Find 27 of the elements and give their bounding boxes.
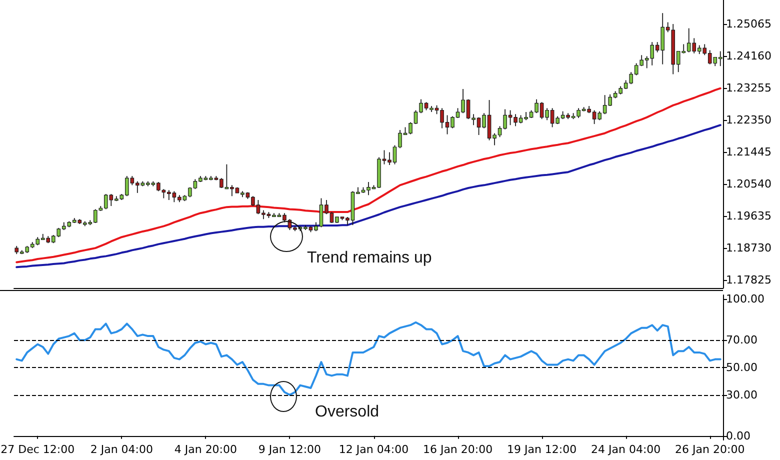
y-tick-label: 1.19635 <box>726 210 772 223</box>
x-tick-label: 4 Jan 20:00 <box>174 443 238 456</box>
y-tick-label: 1.18730 <box>726 242 772 255</box>
x-tick-label: 24 Jan 04:00 <box>591 443 661 456</box>
y-tick-label: 1.17825 <box>726 274 772 287</box>
x-tick-label: 19 Jan 12:00 <box>506 443 577 456</box>
x-tick-label: 26 Jan 20:00 <box>675 443 745 456</box>
x-tick-label: 27 Dec 12:00 <box>0 443 75 456</box>
line-series <box>16 124 722 268</box>
annotation: Oversold <box>315 404 380 420</box>
x-tick-label: 12 Jan 04:00 <box>338 443 409 456</box>
y-tick-label: 1.21445 <box>726 146 772 159</box>
line-series <box>16 321 722 396</box>
annotation: Trend remains up <box>307 250 432 266</box>
y-tick-label: 100.00 <box>726 292 764 306</box>
x-tick-label: 16 Jan 20:00 <box>422 443 493 456</box>
x-tick-label: 9 Jan 12:00 <box>258 443 322 456</box>
y-tick-label: 1.20540 <box>726 178 772 191</box>
y-tick-label: 1.22350 <box>726 114 772 127</box>
y-tick-label: 1.23255 <box>726 82 772 95</box>
y-tick-label: 1.24160 <box>726 50 772 63</box>
y-tick-label: 30.00 <box>726 388 758 402</box>
y-tick-label: 50.00 <box>726 361 758 374</box>
y-tick-label: 70.00 <box>726 334 758 347</box>
x-tick-label: 2 Jan 04:00 <box>90 443 153 456</box>
y-tick-label: 1.25065 <box>726 18 772 31</box>
y-tick-label: 0.00 <box>726 429 750 442</box>
